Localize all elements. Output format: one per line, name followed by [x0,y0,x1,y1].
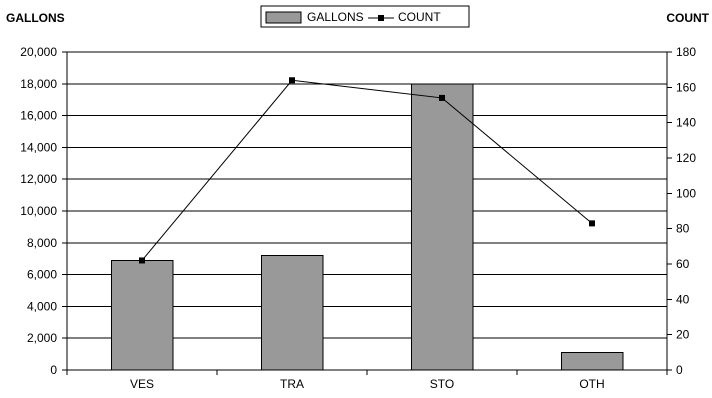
x-category-label: VES [130,377,154,391]
bar-ves [110,259,174,371]
y-right-tick-label: 40 [676,292,690,306]
legend: GALLONS COUNT [260,5,470,28]
y-right-tick-label: 60 [676,257,690,271]
y-right-tick-label: 120 [676,151,696,165]
y-left-tick-label: 0 [50,363,57,377]
count-line [141,79,593,261]
legend-gallons-label: GALLONS [307,10,364,24]
y-right-tick-label: 160 [676,80,696,94]
legend-count-marker [378,15,384,21]
count-marker-sto [439,94,445,101]
y-left-tick-label: 16,000 [20,109,57,123]
legend-box [260,5,470,28]
y-right-tick-label: 140 [676,116,696,130]
x-category-label: STO [430,377,454,391]
gallons-bars [110,83,624,371]
y-left-tick-label: 18,000 [20,77,57,91]
y-left-axis-title: GALLONS [6,11,65,25]
count-marker-oth [589,220,595,227]
y-right-axis-title: COUNT [666,11,709,25]
count-marker-ves [139,257,145,264]
y-left-tick-label: 8,000 [27,236,57,250]
y-left-tick-label: 14,000 [20,140,57,154]
legend-count-label: COUNT [398,10,441,24]
bar-sto [410,83,474,371]
y-right-tick-label: 20 [676,328,690,342]
y-left-tick-label: 2,000 [27,331,57,345]
y-left-tick-label: 6,000 [27,268,57,282]
count-line-series [139,77,595,264]
y-right-tick-label: 0 [676,363,683,377]
count-marker-tra [289,77,295,84]
tick-labels: 0 2,000 4,000 6,000 8,000 10,000 12,000 14,000 1… [20,45,696,391]
y-left-tick-label: 10,000 [20,204,57,218]
x-category-label: TRA [280,377,304,391]
legend-gallons-swatch [265,11,302,24]
y-right-tick-label: 80 [676,222,690,236]
y-right-tick-label: 180 [676,45,696,59]
axes [62,51,672,375]
y-right-tick-label: 100 [676,186,696,200]
x-category-label: OTH [579,377,604,391]
bar-tra [260,255,324,371]
y-left-tick-label: 20,000 [20,45,57,59]
y-left-tick-label: 4,000 [27,299,57,313]
bar-oth [560,352,624,371]
y-left-tick-label: 12,000 [20,172,57,186]
